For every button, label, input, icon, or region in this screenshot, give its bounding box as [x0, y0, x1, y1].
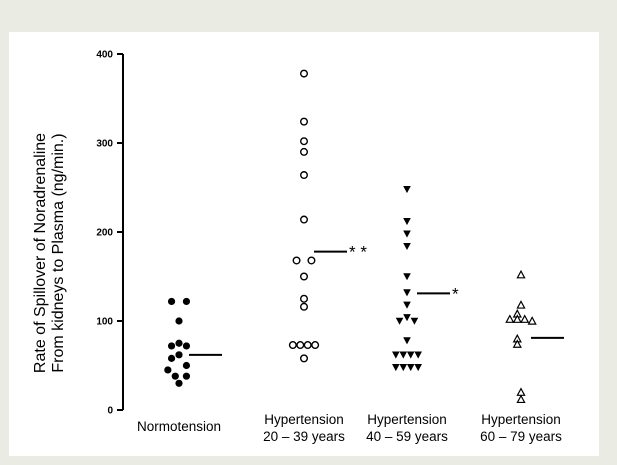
point-s3-3: [505, 314, 515, 323]
series-3-group: [505, 269, 564, 404]
point-s0-3: [167, 342, 176, 350]
point-s3-5: [520, 314, 530, 323]
y-axis-title-group: Rate of Spillover of Noradrenaline From …: [32, 133, 67, 373]
significance-label-s2: *: [452, 284, 459, 303]
point-s0-10: [171, 372, 179, 380]
point-s2-6: [403, 301, 411, 309]
point-s0-0: [167, 297, 176, 306]
point-s3-6: [527, 316, 537, 325]
point-s2-15: [392, 363, 400, 372]
point-s0-11: [182, 372, 191, 380]
series-1-group: * *: [288, 69, 367, 363]
point-s3-8: [512, 339, 522, 348]
category-label-3-line-1: 60 – 79 years: [480, 429, 562, 444]
point-s1-7: [307, 256, 316, 265]
point-s1-9: [300, 294, 309, 303]
point-s0-6: [167, 354, 176, 362]
point-s3-9: [516, 387, 526, 396]
point-s2-2: [403, 230, 411, 238]
point-s1-11: [288, 341, 297, 350]
category-label-0-line-0: Normotension: [137, 419, 221, 434]
figure-panel: Rate of Spillover of Noradrenaline From …: [9, 32, 599, 456]
point-s1-6: [292, 256, 301, 265]
y-tick-label-1: 100: [96, 317, 113, 328]
point-s2-9: [410, 317, 419, 325]
point-s1-10: [300, 302, 309, 311]
point-s1-8: [300, 272, 309, 281]
y-tick-label-0: 0: [107, 406, 113, 417]
y-tick-label-2: 200: [96, 228, 113, 239]
category-label-1-line-0: Hypertension: [264, 412, 344, 427]
point-s3-10: [516, 394, 526, 404]
point-s2-14: [414, 351, 422, 359]
point-s1-3: [300, 147, 309, 156]
category-labels: Normotension Hypertension 20 – 39 years Hyp…: [137, 412, 562, 444]
point-s1-4: [300, 171, 309, 180]
point-s2-16: [399, 363, 408, 372]
point-s0-4: [175, 339, 183, 347]
category-label-2-line-0: Hypertension: [367, 412, 447, 427]
series-0-group: [164, 297, 222, 387]
point-s0-2: [175, 317, 183, 325]
point-s2-17: [406, 363, 415, 372]
y-axis-title-line-1: Rate of Spillover of Noradrenaline: [32, 133, 49, 373]
point-s2-4: [403, 273, 411, 281]
point-s1-13: [303, 341, 312, 350]
point-s2-0: [403, 185, 411, 194]
point-s3-0: [516, 269, 526, 279]
point-s2-18: [414, 363, 422, 372]
point-s1-14: [311, 341, 320, 350]
point-s3-1: [516, 300, 526, 309]
point-s1-1: [300, 117, 309, 126]
y-axis-title-line-2: From kidneys to Plasma (ng/min.): [50, 133, 67, 372]
point-s2-13: [406, 351, 415, 359]
point-s1-15: [300, 354, 309, 363]
data-marks: * * *: [164, 69, 564, 404]
category-label-2-line-1: 40 – 59 years: [366, 429, 448, 444]
point-s1-2: [300, 137, 309, 146]
point-s2-3: [403, 242, 411, 251]
point-s2-10: [403, 337, 411, 345]
point-s1-0: [300, 69, 309, 78]
point-s0-9: [182, 361, 191, 370]
point-s2-1: [403, 218, 411, 226]
series-2-group: *: [392, 185, 459, 372]
point-s2-12: [399, 351, 408, 359]
point-s0-7: [175, 351, 183, 359]
point-s3-4: [512, 314, 522, 323]
axes: 0 100 200 300 400: [96, 50, 124, 417]
point-s0-8: [164, 366, 172, 374]
category-label-3-line-0: Hypertension: [481, 412, 561, 427]
point-s2-11: [392, 351, 400, 359]
point-s0-12: [175, 379, 183, 387]
point-s0-1: [182, 297, 191, 306]
point-s0-5: [182, 342, 191, 350]
point-s1-12: [296, 341, 305, 350]
point-s2-8: [403, 314, 411, 322]
significance-label-s1: * *: [349, 243, 367, 262]
y-tick-label-3: 300: [96, 139, 113, 150]
y-tick-label-4: 400: [96, 50, 113, 61]
point-s2-5: [403, 289, 411, 297]
point-s1-5: [300, 215, 309, 224]
scatter-chart: Rate of Spillover of Noradrenaline From …: [32, 50, 564, 444]
category-label-1-line-1: 20 – 39 years: [263, 429, 345, 444]
point-s2-7: [395, 317, 404, 325]
